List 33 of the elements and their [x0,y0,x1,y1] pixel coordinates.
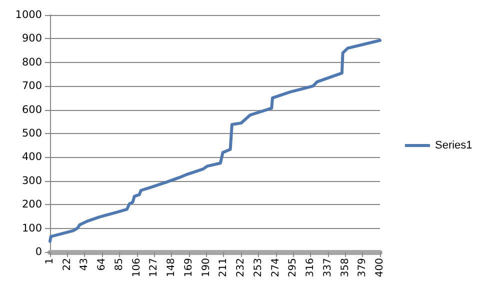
x-tick-label: 64 [96,258,108,271]
x-tick-label: 232 [236,258,247,278]
x-tick-label: 127 [148,258,160,278]
y-tick-label: 1000 [15,9,42,21]
x-tick-label: 274 [270,258,282,278]
y-tick-label: 100 [22,222,42,234]
line-series [48,38,382,243]
y-tick-label: 300 [22,174,42,187]
y-tick-label: 800 [22,56,42,68]
y-tick-label: 500 [22,128,42,140]
x-tick-label: 358 [340,258,351,278]
x-tick-label: 106 [131,258,142,278]
x-tick-label: 43 [79,258,90,271]
x-tick-label: 85 [114,258,125,271]
x-tick-label: 316 [305,258,316,278]
x-tick-label: 22 [62,258,73,271]
x-tick-label: 211 [218,258,230,278]
x-tick-label: 337 [322,258,334,278]
x-tick-label: 169 [183,258,194,278]
x-tick-label: 253 [252,258,264,278]
x-tick-label: 148 [166,258,178,278]
x-tick-label: 400 [374,258,386,278]
y-tick-label: 600 [22,104,42,116]
x-tick-label: 190 [200,258,212,278]
legend-label: Series1 [435,140,472,152]
y-tick-label: 900 [22,32,42,45]
x-tick-label: 295 [288,258,299,278]
x-tick-label: 1 [44,258,56,264]
y-tick-label: 0 [35,246,42,258]
y-tick-label: 200 [22,198,42,211]
y-tick-label: 400 [22,151,42,164]
x-tick-label: 379 [357,258,368,278]
y-tick-label: 700 [22,80,42,92]
